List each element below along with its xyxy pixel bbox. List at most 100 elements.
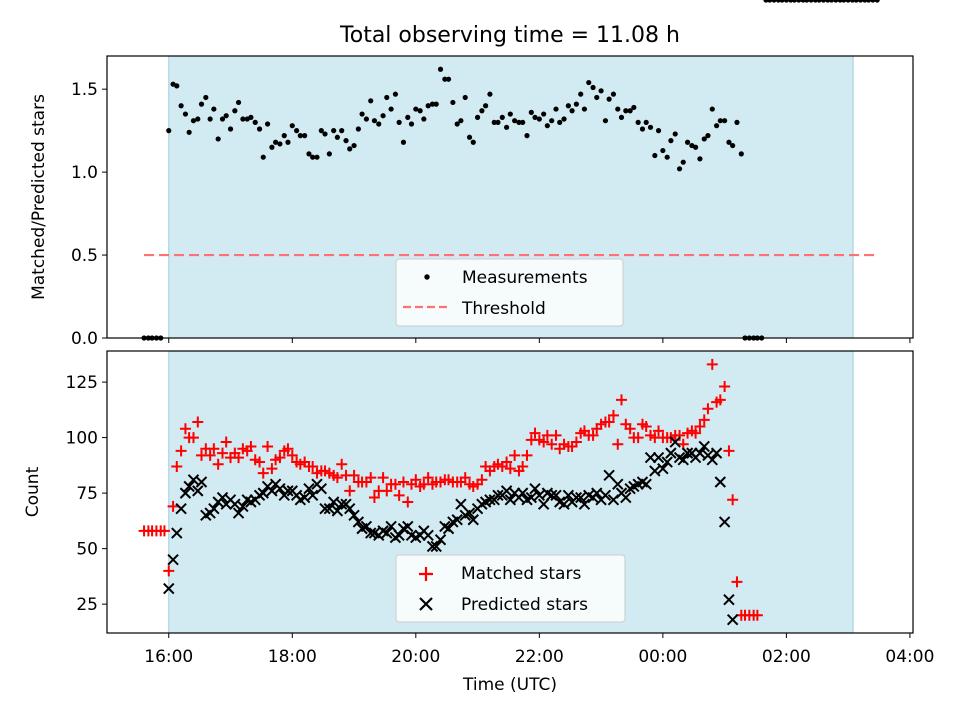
predicted-star-point — [422, 529, 434, 542]
measurement-point — [512, 118, 518, 124]
measurements-legend-marker — [424, 274, 430, 280]
measurement-point — [701, 136, 707, 142]
predicted-star-point — [195, 476, 208, 488]
measurement-point — [791, 0, 798, 3]
measurement-point — [828, 0, 835, 3]
predicted-star-point — [484, 494, 496, 506]
predicted-star-point — [192, 485, 204, 497]
measurement-point — [610, 91, 617, 97]
matched-stars-points — [139, 359, 763, 621]
measurement-point — [421, 116, 427, 122]
predicted-star-point — [348, 509, 360, 522]
ratio-panel-y-axis: 0.0 0.5 1.0 1.5 — [71, 80, 107, 349]
predicted-star-point — [726, 613, 739, 626]
measurement-point — [203, 94, 209, 101]
measurement-point — [380, 113, 386, 119]
measurement-point — [314, 154, 320, 160]
predicted-star-point — [208, 502, 220, 515]
measurement-point — [655, 128, 662, 134]
predicted-star-point — [303, 482, 315, 495]
measurement-point — [870, 0, 876, 3]
measurement-point — [717, 118, 723, 124]
predicted-star-point — [500, 485, 513, 497]
ratio-y-tick-label: 1.5 — [71, 80, 98, 100]
predicted-star-point — [599, 489, 612, 502]
predicted-star-point — [463, 507, 476, 519]
count-panel-y-axis: 25 50 75 100 125 — [66, 373, 107, 615]
measurement-point — [561, 116, 567, 122]
matched-star-point — [459, 472, 471, 484]
matched-star-point — [719, 381, 731, 393]
measurement-point — [594, 94, 600, 101]
matched-star-point — [163, 565, 175, 577]
measurement-point — [499, 114, 505, 120]
matched-star-point — [521, 449, 533, 461]
measurement-point — [569, 108, 575, 114]
count-y-tick-label: 100 — [66, 429, 98, 449]
matched-star-point — [216, 447, 228, 459]
predicted-star-point — [706, 454, 718, 466]
matched-star-point — [632, 432, 644, 444]
measurement-point — [606, 96, 612, 102]
measurement-point — [417, 108, 423, 114]
predicted-star-point — [665, 447, 677, 459]
measurement-point — [302, 133, 308, 139]
matched-star-point — [538, 436, 550, 448]
matched-star-point — [389, 478, 401, 490]
measurement-point — [318, 128, 324, 134]
matched-star-point — [266, 463, 278, 475]
predicted-star-point — [516, 487, 529, 499]
matched-star-point — [702, 403, 714, 415]
predicted-star-point — [323, 502, 336, 515]
matched-star-point — [603, 416, 615, 428]
matched-star-point — [171, 460, 183, 472]
measurements-legend-label: Measurements — [462, 268, 588, 288]
x-tick-label: 02:00 — [762, 647, 811, 667]
ratio-y-tick-label: 0.0 — [71, 329, 98, 349]
x-tick-label: 22:00 — [515, 647, 564, 667]
measurement-point — [458, 118, 464, 124]
matched-star-point — [476, 474, 488, 486]
measurement-point — [442, 76, 448, 82]
measurement-point — [504, 124, 510, 130]
predicted-star-point — [167, 554, 179, 566]
measurement-point — [623, 108, 629, 114]
measurement-point — [285, 139, 291, 145]
measurement-point — [466, 134, 473, 140]
x-axis-label: Time (UTC) — [462, 675, 557, 695]
measurement-point — [516, 119, 522, 125]
matched-star-point — [208, 443, 220, 455]
predicted-star-point — [669, 436, 681, 448]
predicted-star-point — [171, 527, 183, 539]
measurement-point — [182, 111, 189, 117]
measurement-point — [722, 118, 728, 124]
matched-star-point — [694, 420, 706, 432]
predicted-star-point — [467, 514, 479, 526]
measurement-point — [388, 106, 394, 112]
measurement-point — [491, 119, 497, 125]
predicted-stars-points — [164, 436, 739, 626]
measurement-point — [479, 108, 485, 114]
measurement-point — [553, 106, 559, 112]
measurement-point — [726, 139, 732, 145]
predicted-star-point — [442, 522, 455, 535]
predicted-star-point — [232, 507, 245, 519]
matched-star-point — [615, 394, 627, 406]
measurement-point — [804, 0, 810, 3]
predicted-star-point — [649, 465, 661, 477]
measurement-point — [783, 0, 789, 3]
predicted-star-point — [274, 482, 286, 495]
matched-star-point — [331, 472, 343, 484]
predicted-star-point — [315, 482, 328, 495]
measurement-point — [166, 128, 172, 134]
predicted-star-point — [525, 491, 538, 504]
measurement-point — [462, 94, 468, 101]
matched-star-point — [192, 416, 204, 428]
predicted-star-point — [298, 491, 311, 504]
measurement-point — [363, 116, 370, 122]
count-panel-y-label: Count — [23, 466, 43, 517]
measurement-point — [635, 119, 641, 125]
measurement-point — [470, 139, 476, 145]
matched-star-point — [727, 494, 739, 506]
measurement-point — [532, 114, 538, 120]
